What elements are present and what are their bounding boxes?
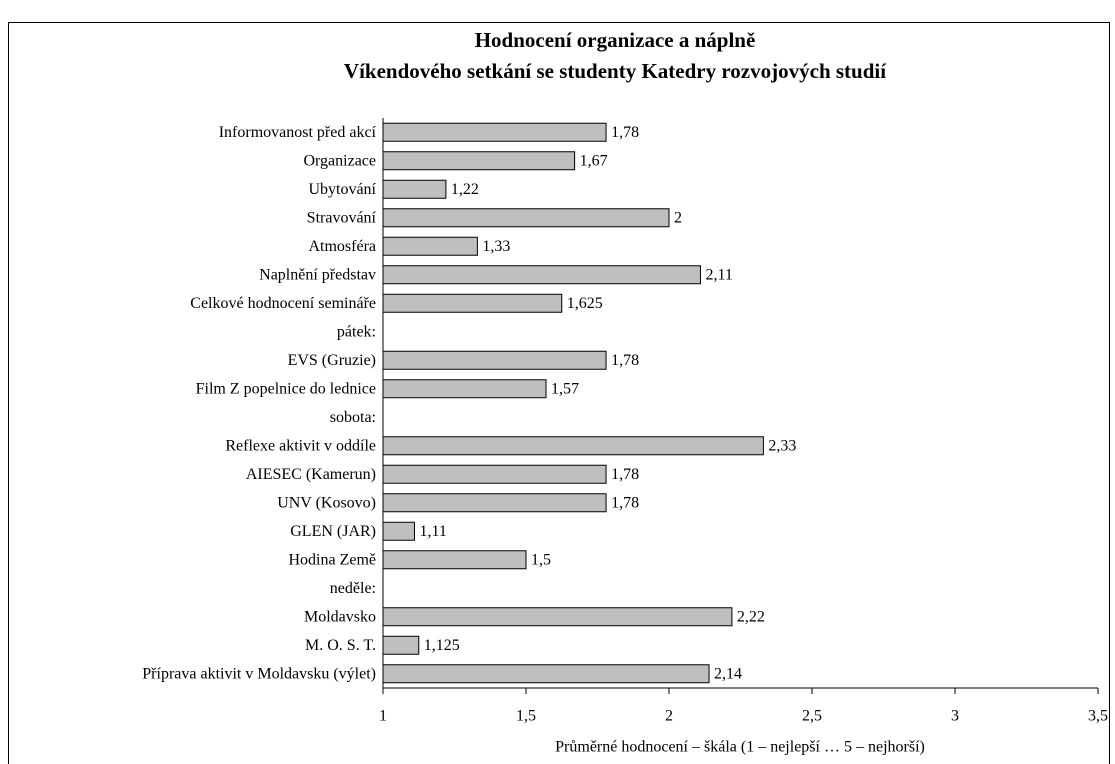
- x-tick-label: 1: [379, 708, 387, 725]
- y-tick-label: Stravování: [307, 209, 377, 226]
- bar: [382, 521, 415, 541]
- bar: [382, 265, 701, 285]
- data-label: 1,22: [451, 181, 479, 198]
- bar: [382, 350, 607, 370]
- data-label: 1,78: [611, 466, 639, 483]
- y-tick-label: sobota:: [330, 409, 376, 426]
- x-tick-label: 3: [951, 708, 959, 725]
- y-tick-label: Film Z popelnice do lednice: [196, 380, 376, 397]
- y-tick-label: Reflexe aktivit v oddíle: [225, 437, 376, 454]
- y-tick-label: EVS (Gruzie): [288, 352, 376, 369]
- y-tick-label: Celkové hodnocení semináře: [190, 295, 376, 312]
- data-label: 1,125: [424, 637, 460, 654]
- data-label: 1,78: [611, 352, 639, 369]
- data-label: 2: [674, 209, 682, 226]
- y-tick-label: Organizace: [303, 152, 376, 169]
- y-tick-label: AIESEC (Kamerun): [246, 466, 376, 483]
- y-tick-label: Ubytování: [308, 181, 376, 198]
- y-tick-label: Hodina Země: [288, 551, 376, 568]
- y-tick-label: UNV (Kosovo): [277, 494, 376, 511]
- data-label: 1,5: [531, 551, 551, 568]
- data-label: 1,67: [580, 152, 608, 169]
- data-label: 2,22: [737, 608, 765, 625]
- bar: [382, 436, 764, 456]
- y-tick-label: M. O. S. T.: [305, 637, 376, 654]
- data-label: 1,57: [551, 380, 579, 397]
- y-tick-label: Informovanost před akcí: [219, 124, 377, 141]
- bar: [382, 635, 420, 655]
- bar: [382, 236, 478, 256]
- x-tick-label: 1,5: [516, 708, 536, 725]
- data-label: 2,11: [705, 266, 732, 283]
- bar: [382, 379, 547, 399]
- chart-subtitle: Víkendového setkání se studenty Katedry …: [344, 59, 887, 83]
- x-tick-label: 2: [665, 708, 673, 725]
- data-label: 1,78: [611, 124, 639, 141]
- y-tick-label: Atmosféra: [308, 238, 376, 255]
- bar: [382, 664, 710, 684]
- y-tick-label: Naplnění představ: [259, 266, 376, 283]
- bar: [382, 179, 447, 199]
- bar: [382, 293, 563, 313]
- data-label: 2,14: [714, 665, 742, 682]
- data-label: 1,625: [567, 295, 603, 312]
- x-tick-label: 3,5: [1088, 708, 1108, 725]
- bar: [382, 493, 607, 513]
- chart-frame: [8, 22, 1110, 764]
- data-label: 1,78: [611, 494, 639, 511]
- bar: [382, 550, 527, 570]
- y-tick-label: neděle:: [330, 580, 376, 597]
- bar: [382, 208, 670, 228]
- data-label: 1,33: [482, 238, 510, 255]
- data-label: 1,11: [419, 523, 446, 540]
- y-tick-label: pátek:: [337, 323, 376, 340]
- data-label: 2,33: [768, 437, 796, 454]
- y-tick-label: Moldavsko: [304, 608, 376, 625]
- bar: [382, 464, 607, 484]
- x-tick-label: 2,5: [802, 708, 822, 725]
- bar: [382, 607, 733, 627]
- y-tick-label: Příprava aktivit v Moldavsku (výlet): [142, 665, 376, 682]
- bar: [382, 122, 607, 142]
- chart-title: Hodnocení organizace a náplně: [475, 28, 756, 52]
- x-axis-title: Průměrné hodnocení – škála (1 – nejlepší…: [555, 739, 925, 756]
- bar: [382, 151, 576, 171]
- y-tick-label: GLEN (JAR): [290, 523, 376, 540]
